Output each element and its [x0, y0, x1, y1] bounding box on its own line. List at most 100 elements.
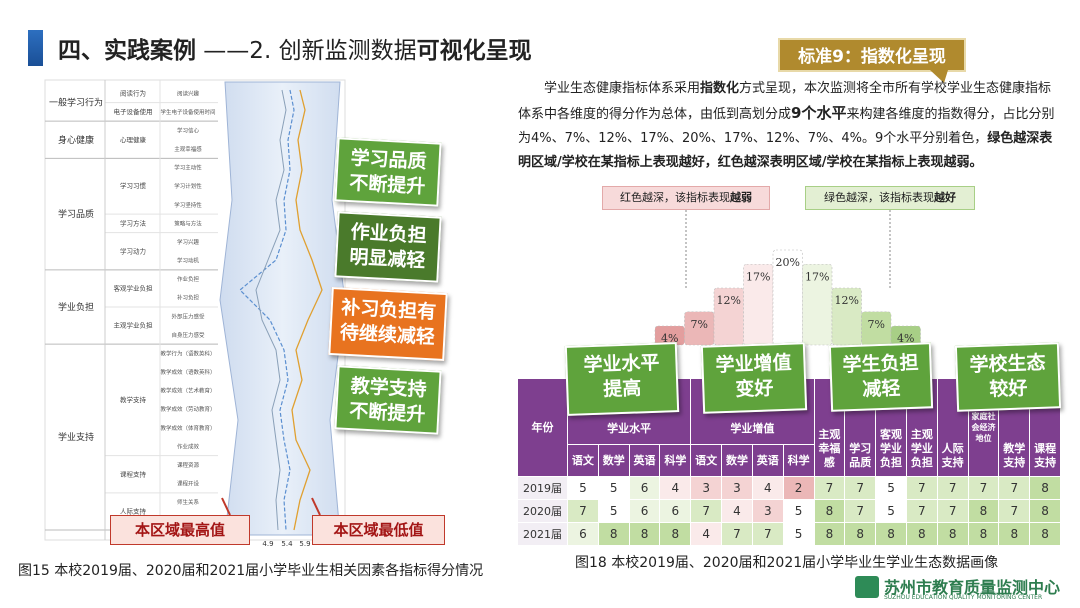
distribution-segment	[861, 311, 892, 346]
subgroup-label: 课程支持	[120, 469, 147, 478]
data-cell: 7	[751, 522, 784, 546]
data-cell: 8	[998, 522, 1031, 546]
data-cell: 8	[1029, 499, 1061, 523]
header-cell: 科学	[782, 444, 815, 477]
title-part: 四、实践案例	[58, 38, 196, 64]
data-cell: 7	[967, 476, 1000, 500]
distribution-label: 12%	[717, 294, 741, 307]
item-label: 学习主动性	[174, 164, 202, 172]
data-cell: 5	[875, 499, 907, 523]
data-cell: 4	[690, 522, 723, 546]
header-bar	[28, 30, 43, 66]
data-row: 2021届 6 8 8 8 4 7 7 5 8 8 8 8 8 8 8 8	[517, 522, 1061, 546]
text-segment: 指数化	[700, 81, 740, 96]
item-label: 学习兴趣	[177, 238, 200, 246]
org-name-en: SUZHOU EDUCATION QUALITY MONITORING CENT…	[884, 594, 1043, 601]
x-tick-label: 5.9	[299, 540, 310, 548]
item-label: 主观幸福感	[174, 145, 202, 153]
standard-tag: 标准9：指数化呈现	[778, 38, 966, 72]
data-cell: 5	[597, 476, 630, 500]
series-line	[255, 89, 287, 531]
callout: 学生负担 减轻	[828, 342, 934, 412]
distribution-label: 17%	[805, 270, 829, 283]
x-tick-label: 4.9	[262, 540, 273, 548]
data-cell: 3	[690, 476, 723, 500]
item-label: 师生关系	[177, 498, 200, 506]
header-cell: 英语	[751, 444, 784, 477]
data-cell: 2	[782, 476, 815, 500]
distribution-label: 20%	[776, 256, 800, 269]
callout-line: 学生负担	[842, 351, 919, 377]
data-cell: 7	[905, 499, 938, 523]
org-name: 苏州市教育质量监测中心	[884, 578, 1061, 597]
data-cell: 4	[721, 499, 753, 523]
x-tick-label: 5.4	[281, 540, 293, 548]
data-cell: 8	[813, 522, 846, 546]
description: 学业生态健康指标体系采用指数化方式呈现，本次监测将全市所有学校学业生态健康指标体…	[518, 77, 1063, 175]
data-cell: 7	[905, 476, 938, 500]
year-cell: 2019届	[517, 476, 568, 500]
data-cell: 7	[998, 476, 1031, 500]
callout: 学校生态 较好	[954, 342, 1062, 412]
data-cell: 4	[659, 476, 692, 500]
data-cell: 8	[659, 522, 692, 546]
data-cell: 6	[628, 499, 661, 523]
data-cell: 3	[721, 476, 753, 500]
callout-line: 学业水平	[583, 351, 660, 377]
data-cell: 8	[905, 522, 938, 546]
item-label: 课程开设	[177, 480, 200, 488]
distribution-label: 12%	[835, 294, 859, 307]
item-label: 学习计划性	[174, 182, 202, 190]
data-cell: 5	[782, 499, 815, 523]
group-label: 学习品质	[58, 208, 94, 220]
distribution-label: 4%	[661, 332, 678, 345]
distribution-label: 7%	[868, 318, 885, 331]
item-label: 教学成效（艺术教育）	[160, 387, 215, 395]
data-cell: 7	[567, 499, 599, 523]
title-part: 可视化呈现	[416, 38, 532, 64]
legend-good: 绿色越深，该指标表现越好	[805, 186, 975, 210]
data-cell: 5	[875, 476, 907, 500]
callout-line: 减轻	[862, 377, 901, 401]
header-cell: 语文	[690, 444, 723, 477]
data-cell: 7	[813, 476, 846, 500]
group-label: 学业支持	[58, 431, 94, 443]
caption: 图15 本校2019届、2020届和2021届小学毕业生相关因素各指标得分情况	[18, 563, 484, 579]
item-label: 课程资源	[177, 461, 200, 469]
subgroup-label: 客观学业负担	[114, 283, 154, 292]
header-cell: 年份	[517, 378, 568, 477]
data-cell: 8	[844, 522, 877, 546]
subgroup-label: 电子设备使用	[114, 107, 153, 116]
data-cell: 6	[628, 476, 661, 500]
item-label: 教学成效（劳动教育）	[160, 405, 215, 413]
legend-text: 红色越深，该指标表现	[620, 191, 730, 204]
data-row: 2019届 5 5 6 4 3 3 4 2 7 7 5 7 7 7 7 8	[517, 476, 1061, 500]
data-cell: 6	[659, 499, 692, 523]
text-segment: 绿色越深表明区域/学校在某指标上表现越好，红色越深表明区域/学校在某指标上表现越…	[518, 131, 1053, 170]
data-cell: 8	[1029, 476, 1061, 500]
header-cell: 数学	[721, 444, 753, 477]
item-label: 学习动机	[177, 257, 200, 265]
text-segment: 学业生态健康指标体系采用	[544, 81, 701, 96]
subgroup-label: 学习动力	[120, 246, 146, 255]
callout-line: 学校生态	[969, 351, 1046, 377]
legend-text: 越弱	[730, 191, 752, 204]
logo-icon	[855, 576, 879, 598]
subgroup-label: 人际支持	[120, 506, 147, 515]
group-label: 身心健康	[58, 134, 94, 146]
data-cell: 5	[782, 522, 815, 546]
legend-weak: 红色越深，该指标表现越弱	[602, 186, 770, 210]
item-label: 作业成效	[177, 442, 200, 450]
subgroup-label: 心理健康	[120, 135, 147, 144]
connector	[685, 210, 891, 290]
callout-line: 不断提升	[348, 400, 426, 426]
legend-text: 越好	[934, 191, 956, 204]
item-label: 教学成效（语数英科）	[160, 368, 215, 376]
range-label: 本区域最高值	[110, 515, 250, 545]
data-cell: 8	[597, 522, 630, 546]
data-cell: 8	[628, 522, 661, 546]
group-label: 一般学习行为	[49, 97, 103, 109]
data-cell: 4	[751, 476, 784, 500]
text-segment: 9个水平	[791, 104, 847, 122]
